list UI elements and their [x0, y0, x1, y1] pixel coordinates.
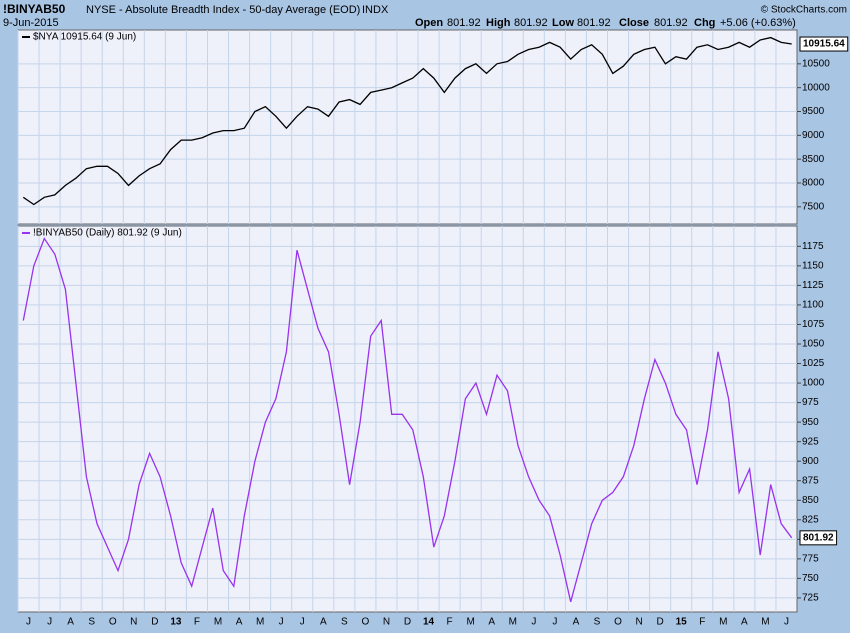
- x-tick-label: N: [635, 617, 642, 628]
- x-tick-label: 14: [423, 617, 435, 628]
- y-tick-label: 1000: [802, 378, 825, 389]
- y-tick-label: 10500: [802, 58, 830, 69]
- x-tick-label: O: [614, 617, 622, 628]
- plot-area: [17, 29, 798, 225]
- x-tick-label: J: [47, 617, 52, 628]
- close-label: Close: [619, 17, 649, 29]
- x-tick-label: O: [362, 617, 370, 628]
- x-tick-label: A: [488, 617, 495, 628]
- low-label: Low: [552, 17, 574, 29]
- series-line: [22, 237, 793, 602]
- y-tick-label: 925: [802, 436, 819, 447]
- high-label: High: [486, 17, 511, 29]
- y-tick-label: 8500: [802, 154, 825, 165]
- last-value-label: 801.92: [803, 532, 834, 543]
- legend-label: !BINYAB50 (Daily) 801.92 (9 Jun): [33, 228, 182, 239]
- y-tick-label: 975: [802, 397, 819, 408]
- x-tick-label: A: [741, 617, 748, 628]
- y-tick-label: 1175: [802, 241, 824, 252]
- x-tick-label: J: [300, 617, 305, 628]
- x-tick-label: J: [784, 617, 789, 628]
- date: 9-Jun-2015: [3, 17, 59, 29]
- x-tick-label: D: [151, 617, 158, 628]
- x-tick-label: A: [573, 617, 580, 628]
- x-tick-label: F: [699, 617, 705, 628]
- series-line: [22, 36, 792, 206]
- last-value-box: [799, 530, 838, 546]
- credit: © StockCharts.com: [761, 5, 847, 16]
- x-tick-label: D: [404, 617, 411, 628]
- y-tick-label: 950: [802, 417, 819, 428]
- x-tick-label: 15: [676, 617, 688, 628]
- x-tick-label: O: [109, 617, 117, 628]
- legend-label: $NYA 10915.64 (9 Jun): [33, 32, 136, 43]
- x-tick-label: N: [130, 617, 137, 628]
- y-tick-label: 1100: [802, 300, 824, 311]
- x-tick-label: 13: [170, 617, 182, 628]
- y-tick-label: 9500: [802, 106, 825, 117]
- y-tick-label: 775: [802, 554, 819, 565]
- last-value-box: [799, 36, 849, 52]
- y-tick-label: 8000: [802, 178, 825, 189]
- x-tick-label: M: [214, 617, 222, 628]
- symbol: !BINYAB50: [3, 2, 66, 16]
- x-tick-label: S: [341, 617, 348, 628]
- x-tick-label: J: [531, 617, 536, 628]
- y-tick-label: 9000: [802, 130, 825, 141]
- x-tick-label: J: [279, 617, 284, 628]
- x-tick-label: S: [594, 617, 601, 628]
- x-tick-label: A: [236, 617, 243, 628]
- x-tick-label: J: [26, 617, 31, 628]
- x-tick-label: M: [466, 617, 474, 628]
- x-tick-label: M: [509, 617, 517, 628]
- high: 801.92: [514, 17, 548, 29]
- y-tick-label: 1050: [802, 339, 825, 350]
- chg-label: Chg: [694, 17, 715, 29]
- x-tick-label: M: [256, 617, 264, 628]
- open: 801.92: [447, 17, 481, 29]
- y-tick-label: 7500: [802, 201, 825, 212]
- y-tick-label: 1025: [802, 358, 825, 369]
- y-tick-label: 900: [802, 456, 819, 467]
- x-tick-label: F: [447, 617, 453, 628]
- x-tick-label: A: [67, 617, 74, 628]
- x-tick-label: M: [719, 617, 727, 628]
- y-tick-label: 1125: [802, 280, 824, 291]
- y-tick-label: 1150: [802, 260, 824, 271]
- exchange: INDX: [362, 4, 389, 16]
- y-tick-label: 1075: [802, 319, 825, 330]
- y-tick-label: 875: [802, 475, 819, 486]
- x-tick-label: D: [657, 617, 664, 628]
- y-tick-label: 850: [802, 495, 819, 506]
- last-value-label: 10915.64: [803, 39, 845, 50]
- x-tick-label: F: [194, 617, 200, 628]
- x-tick-label: S: [88, 617, 95, 628]
- y-tick-label: 725: [802, 593, 819, 604]
- open-label: Open: [415, 17, 443, 29]
- x-tick-label: N: [383, 617, 390, 628]
- x-tick-label: M: [761, 617, 769, 628]
- chg: +5.06 (+0.63%): [720, 17, 796, 29]
- y-tick-label: 10000: [802, 82, 830, 93]
- y-tick-label: 750: [802, 573, 819, 584]
- plot-area: [17, 225, 798, 613]
- y-tick-label: 825: [802, 514, 819, 525]
- close: 801.92: [654, 17, 688, 29]
- x-tick-label: J: [552, 617, 557, 628]
- x-tick-label: A: [320, 617, 327, 628]
- low: 801.92: [577, 17, 611, 29]
- index-name: NYSE - Absolute Breadth Index - 50-day A…: [86, 4, 360, 16]
